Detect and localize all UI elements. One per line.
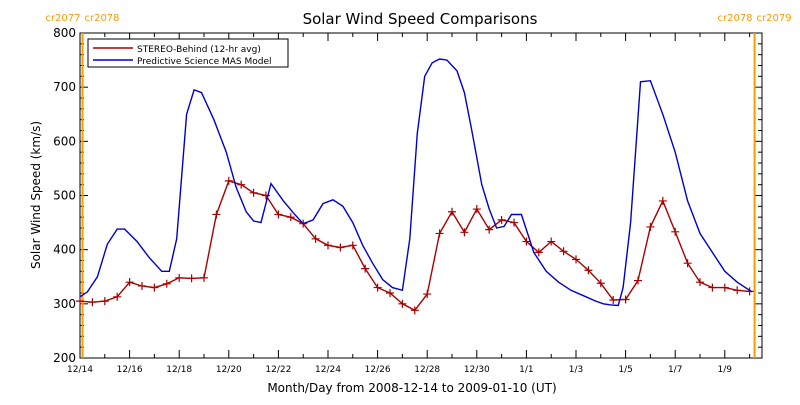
carrington-markers: cr2077 cr2078 cr2078 cr2079 <box>45 13 792 358</box>
data-point-marker <box>584 266 593 275</box>
y-tick-label: 200 <box>53 351 76 365</box>
x-tick-label: 1/3 <box>569 365 583 375</box>
data-point-marker <box>76 297 84 306</box>
data-point-marker <box>510 218 518 227</box>
x-tick-label: 1/7 <box>668 365 682 375</box>
x-tick-label: 12/22 <box>265 365 291 375</box>
data-point-marker <box>646 222 655 231</box>
data-point-marker <box>634 276 642 285</box>
y-axis-label: Solar Wind Speed (km/s) <box>29 121 43 269</box>
data-point-marker <box>609 296 618 305</box>
data-point-marker <box>237 180 246 189</box>
x-tick-label: 1/9 <box>718 365 733 375</box>
data-point-marker <box>187 274 196 283</box>
series-line-1 <box>79 58 753 307</box>
plot-frame <box>79 32 763 359</box>
data-point-marker <box>162 279 171 288</box>
carrington-marker-label-left: cr2077 <box>45 13 80 24</box>
y-tick-label: 600 <box>53 134 76 148</box>
data-point-marker <box>596 279 605 288</box>
series-layer <box>76 58 754 315</box>
data-point-marker <box>311 234 320 243</box>
data-point-marker <box>175 273 184 282</box>
x-tick-label: 12/14 <box>67 365 93 375</box>
data-point-marker <box>125 278 134 287</box>
data-point-marker <box>683 259 692 268</box>
data-point-marker <box>435 229 444 238</box>
data-point-marker <box>696 278 704 287</box>
data-point-marker <box>286 213 295 222</box>
data-point-marker <box>522 237 531 246</box>
data-point-marker <box>621 295 630 304</box>
data-point-marker <box>720 283 729 292</box>
legend: STEREO-Behind (12-hr avg) Predictive Scie… <box>87 38 289 68</box>
data-point-marker <box>497 215 506 224</box>
data-point-marker <box>460 228 469 237</box>
x-tick-label: 12/16 <box>117 365 143 375</box>
data-point-marker <box>398 299 407 308</box>
legend-box <box>87 38 289 68</box>
y-tick-label: 500 <box>53 189 76 203</box>
x-axis-label: Month/Day from 2008-12-14 to 2009-01-10 … <box>267 381 556 395</box>
x-tick-label: 12/24 <box>315 365 341 375</box>
y-tick-label: 300 <box>53 297 76 311</box>
carrington-marker-label-left: cr2078 <box>717 13 752 24</box>
data-point-marker <box>361 264 370 273</box>
data-point-marker <box>324 241 332 250</box>
x-tick-label: 1/5 <box>618 365 632 375</box>
data-point-marker <box>348 241 357 250</box>
data-point-marker <box>485 225 494 234</box>
legend-label: Predictive Science MAS Model <box>137 57 272 67</box>
data-point-marker <box>88 298 97 307</box>
data-point-marker <box>559 247 568 256</box>
data-point-marker <box>100 297 109 306</box>
x-tick-label: 12/30 <box>464 365 490 375</box>
data-point-marker <box>200 273 208 282</box>
data-point-marker <box>472 205 481 214</box>
y-tick-label: 400 <box>53 243 76 257</box>
chart-title: Solar Wind Speed Comparisons <box>303 10 538 28</box>
data-point-marker <box>224 176 233 185</box>
data-point-marker <box>410 306 419 315</box>
data-point-marker <box>386 289 394 297</box>
data-point-marker <box>423 290 432 299</box>
data-point-marker <box>547 237 556 246</box>
data-point-marker <box>113 292 122 301</box>
x-tick-label: 12/28 <box>414 365 440 375</box>
y-tick-label: 700 <box>53 80 76 94</box>
x-tick-label: 12/20 <box>216 365 242 375</box>
data-point-marker <box>138 281 146 290</box>
x-tick-label: 12/26 <box>365 365 391 375</box>
x-tick-label: 1/1 <box>519 365 533 375</box>
carrington-marker-label-right: cr2078 <box>84 13 119 24</box>
data-point-marker <box>212 210 221 219</box>
legend-label: STEREO-Behind (12-hr avg) <box>137 45 261 55</box>
data-point-marker <box>671 227 680 236</box>
data-point-marker <box>733 286 742 295</box>
data-point-marker <box>658 196 667 205</box>
data-point-marker <box>534 248 543 257</box>
carrington-marker-label-right: cr2079 <box>757 13 792 24</box>
x-tick-label: 12/18 <box>166 365 192 375</box>
axes: 200 300 400 500 600 700 800 12/14 12/16 12/18 12/2… <box>53 26 763 375</box>
data-point-marker <box>336 243 345 252</box>
data-point-marker <box>572 255 580 264</box>
data-point-marker <box>274 210 283 219</box>
y-tick-label: 800 <box>53 26 76 40</box>
data-point-marker <box>448 207 456 216</box>
data-point-marker <box>708 283 717 292</box>
data-point-marker <box>249 188 258 197</box>
data-point-marker <box>373 283 382 292</box>
data-point-marker <box>150 283 159 292</box>
